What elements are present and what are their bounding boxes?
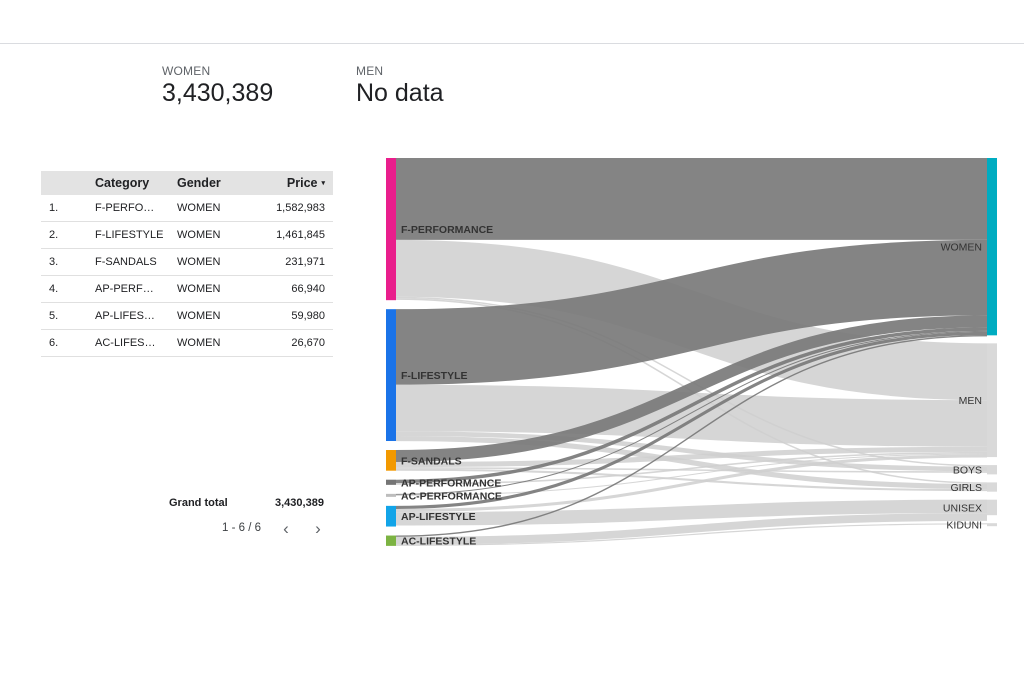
row-gender: WOMEN [177, 275, 261, 303]
column-header-price[interactable]: Price ▾ [261, 171, 333, 195]
table-row[interactable]: 3. F-SANDALS WOMEN 231,971 [41, 248, 333, 276]
sankey-label-men: MEN [959, 395, 982, 407]
table-row[interactable]: 1. F-PERFOR… WOMEN 1,582,983 [41, 195, 333, 222]
row-category: AP-PERFOR… [95, 275, 177, 303]
row-index: 5. [41, 302, 95, 330]
sankey-node-ac-performance[interactable] [386, 493, 396, 497]
row-gender: WOMEN [177, 221, 261, 249]
sankey-link-f-lifestyle-to-girls [395, 435, 988, 490]
row-price: 66,940 [261, 275, 333, 303]
sankey-links [395, 158, 988, 546]
grand-total-value: 3,430,389 [275, 497, 324, 509]
chevron-right-icon[interactable]: › [315, 519, 321, 538]
table-row[interactable]: 6. AC-LIFESTY… WOMEN 26,670 [41, 329, 333, 357]
price-header-label: Price [286, 176, 318, 190]
row-gender: WOMEN [177, 195, 261, 222]
table-header-row: Category Gender Price ▾ [41, 171, 333, 195]
sankey-node-f-sandals[interactable] [386, 450, 396, 471]
sankey-node-boys[interactable] [987, 465, 997, 475]
row-index: 2. [41, 221, 95, 249]
row-category: AP-LIFESTY… [95, 302, 177, 330]
row-category: AC-LIFESTY… [95, 329, 177, 357]
sankey-link-ac-performance-to-women [395, 330, 988, 495]
sankey-label-unisex: UNISEX [943, 502, 982, 514]
sankey-node-girls[interactable] [987, 482, 997, 492]
sankey-link-f-sandals-to-men [395, 446, 988, 468]
column-header-gender[interactable]: Gender [177, 171, 261, 195]
sankey-node-men[interactable] [987, 343, 997, 458]
row-category: F-LIFESTYLE [95, 221, 177, 249]
sankey-link-ap-performance-to-men [395, 451, 988, 485]
sankey-node-ap-lifestyle[interactable] [386, 505, 396, 527]
row-category: F-PERFOR… [95, 195, 177, 222]
sankey-label-f-performance: F-PERFORMANCE [401, 224, 493, 236]
sankey-node-f-performance[interactable] [386, 158, 396, 301]
sankey-link-f-lifestyle-to-men [395, 384, 988, 447]
row-gender: WOMEN [177, 248, 261, 276]
sankey-label-boys: BOYS [953, 465, 982, 477]
scorecard-value: No data [356, 79, 444, 107]
row-index: 4. [41, 275, 95, 303]
grand-total-label: Grand total [169, 497, 228, 509]
category-table: Category Gender Price ▾ 1. F-PERFOR… WOME… [41, 171, 333, 357]
scorecard-value: 3,430,389 [162, 79, 274, 107]
row-price: 59,980 [261, 302, 333, 330]
sankey-label-girls: GIRLS [950, 482, 982, 494]
chevron-left-icon[interactable]: ‹ [283, 519, 289, 538]
row-price: 1,461,845 [261, 221, 333, 249]
table-row[interactable]: 5. AP-LIFESTY… WOMEN 59,980 [41, 302, 333, 330]
sankey-nodes [386, 158, 997, 546]
sankey-label-ap-lifestyle: AP-LIFESTYLE [401, 511, 476, 523]
sankey-node-women[interactable] [987, 158, 997, 336]
row-price: 231,971 [261, 248, 333, 276]
sankey-label-ac-lifestyle: AC-LIFESTYLE [401, 536, 476, 548]
sankey-node-kiduni[interactable] [987, 523, 997, 527]
row-index: 1. [41, 195, 95, 222]
sankey-label-ap-performance: AP-PERFORMANCE [401, 477, 501, 489]
scorecard-men: MEN No data [356, 64, 444, 108]
row-index: 3. [41, 248, 95, 276]
sankey-link-ap-lifestyle-to-men [395, 454, 988, 513]
sankey-link-ap-lifestyle-to-women [395, 331, 988, 509]
index-header [41, 171, 95, 195]
sankey-label-f-sandals: F-SANDALS [401, 455, 462, 467]
row-gender: WOMEN [177, 302, 261, 330]
pagination-text: 1 - 6 / 6 [222, 522, 261, 534]
sankey-link-f-sandals-to-girls [395, 468, 988, 492]
sort-desc-icon: ▾ [321, 180, 325, 187]
sankey-node-ac-lifestyle[interactable] [386, 535, 396, 546]
sankey-link-f-sandals-to-boys [395, 467, 988, 473]
sankey-link-f-lifestyle-to-boys [395, 431, 988, 472]
sankey-node-unisex[interactable] [987, 499, 997, 516]
sankey-node-f-lifestyle[interactable] [386, 309, 396, 442]
sankey-labels: F-PERFORMANCE F-LIFESTYLE F-SANDALS AP-PERF… [401, 224, 982, 548]
table-row[interactable]: 4. AP-PERFOR… WOMEN 66,940 [41, 275, 333, 303]
sankey-label-women: WOMEN [941, 242, 982, 254]
scorecard-label: MEN [356, 64, 384, 78]
sankey-label-ac-performance: AC-PERFORMANCE [401, 490, 502, 502]
sankey-link-f-lifestyle-to-women [395, 239, 988, 385]
sankey-node-ap-performance[interactable] [386, 479, 396, 485]
table-row[interactable]: 2. F-LIFESTYLE WOMEN 1,461,845 [41, 221, 333, 249]
sankey-label-kiduni: KIDUNI [946, 520, 982, 532]
sankey-label-f-lifestyle: F-LIFESTYLE [401, 370, 468, 382]
row-price: 26,670 [261, 329, 333, 357]
sankey-link-ac-performance-to-men [395, 453, 988, 496]
row-gender: WOMEN [177, 329, 261, 357]
row-price: 1,582,983 [261, 195, 333, 222]
top-bar [0, 0, 1024, 44]
column-header-category[interactable]: Category [95, 171, 177, 195]
sankey-link-ac-lifestyle-to-women [395, 334, 988, 537]
sankey-link-ap-performance-to-women [395, 327, 988, 484]
sankey-link-f-sandals-to-women [395, 315, 988, 463]
sankey-link-ac-lifestyle-to-unisex [395, 513, 988, 545]
row-category: F-SANDALS [95, 248, 177, 276]
sankey-link-ap-lifestyle-to-unisex [395, 499, 988, 526]
sankey-link-ac-lifestyle-to-kiduni [395, 523, 988, 546]
scorecard-label: WOMEN [162, 64, 211, 78]
row-index: 6. [41, 329, 95, 357]
scorecard-women: WOMEN 3,430,389 [162, 64, 273, 108]
